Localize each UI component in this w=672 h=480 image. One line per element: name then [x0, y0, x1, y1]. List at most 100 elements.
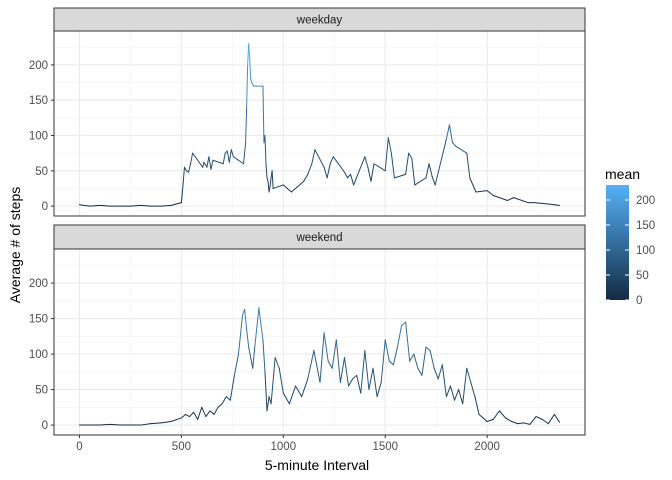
line-segment — [197, 406, 203, 420]
line-segment — [458, 389, 464, 405]
line-segment — [181, 166, 185, 193]
line-segment — [225, 396, 231, 401]
line-segment — [250, 78, 253, 84]
line-segment — [226, 150, 230, 163]
line-segment — [393, 173, 407, 179]
line-segment — [248, 43, 251, 59]
line-segment — [352, 374, 358, 380]
line-segment — [264, 371, 268, 412]
line-segment — [475, 190, 488, 193]
line-segment — [405, 152, 410, 175]
line-segment — [434, 138, 447, 186]
line-segment — [492, 195, 509, 201]
line-segment — [301, 378, 309, 398]
line-segment — [184, 413, 191, 418]
line-segment — [221, 396, 227, 405]
line-segment — [244, 308, 248, 330]
line-segment — [254, 307, 260, 348]
line-segment — [472, 184, 477, 193]
y-tick-label: 200 — [29, 278, 48, 290]
line-segment — [278, 367, 284, 394]
line-segment — [335, 339, 341, 383]
line-segment — [452, 142, 457, 147]
line-segment — [413, 353, 419, 369]
line-segment — [213, 406, 219, 415]
line-segment — [303, 173, 309, 182]
line-segment — [286, 187, 292, 193]
series-line-weekend — [78, 307, 561, 426]
line-segment — [290, 180, 305, 193]
line-segment — [343, 357, 350, 387]
line-segment — [246, 328, 250, 348]
x-tick-label: 1500 — [372, 441, 398, 453]
line-segment — [390, 152, 395, 179]
line-segment — [262, 339, 266, 373]
line-segment — [237, 314, 244, 355]
line-segment — [307, 163, 313, 175]
line-segment — [150, 422, 162, 425]
line-segment — [445, 385, 451, 398]
line-segment — [482, 417, 488, 423]
line-segment — [373, 163, 386, 172]
x-tick-label: 0 — [76, 441, 82, 453]
y-tick-label: 0 — [42, 420, 48, 432]
line-segment — [455, 145, 468, 154]
line-segment — [99, 204, 111, 207]
line-segment — [445, 124, 450, 140]
line-segment — [388, 360, 394, 366]
x-tick-label: 500 — [172, 441, 191, 453]
line-segment — [449, 385, 456, 401]
line-segment — [408, 152, 413, 159]
line-segment — [307, 350, 315, 380]
line-segment — [170, 417, 182, 423]
panel-weekday: weekday — [53, 7, 586, 217]
line-segment — [425, 346, 431, 352]
line-segment — [523, 422, 531, 425]
line-segment — [360, 350, 366, 394]
line-segment — [129, 204, 142, 207]
y-tick-label: 150 — [29, 95, 48, 107]
line-segment — [547, 203, 555, 206]
line-segment — [193, 411, 199, 420]
line-segment — [492, 410, 500, 420]
line-segment — [245, 106, 248, 144]
line-segment — [222, 152, 226, 165]
line-segment — [109, 423, 121, 426]
line-segment — [486, 190, 494, 197]
line-segment — [272, 184, 284, 189]
line-segment — [474, 396, 480, 415]
panel-weekend: weekend — [53, 224, 586, 436]
line-segment — [478, 413, 484, 419]
line-segment — [282, 392, 290, 405]
line-segment — [323, 332, 329, 362]
line-segment — [387, 137, 392, 154]
line-segment — [252, 346, 256, 369]
line-segment — [553, 204, 561, 206]
y-axis-title: Average # of steps — [7, 187, 23, 303]
line-segment — [533, 202, 549, 205]
line-segment — [380, 339, 386, 383]
color-legend: mean 0 50 100 150 200 — [605, 166, 655, 307]
line-segment — [364, 350, 370, 391]
line-segment — [274, 357, 280, 369]
line-segment — [486, 418, 494, 423]
line-segment — [541, 418, 549, 425]
line-segment — [265, 163, 268, 179]
line-segment — [189, 411, 195, 418]
line-segment — [268, 185, 271, 193]
line-segment — [192, 152, 204, 168]
legend-tick-label: 150 — [636, 220, 655, 232]
line-segment — [160, 204, 172, 207]
line-segment — [319, 332, 325, 383]
line-segment — [392, 346, 398, 366]
line-segment — [425, 163, 430, 179]
line-segment — [469, 177, 474, 186]
line-segment — [405, 321, 411, 362]
line-segment — [517, 422, 525, 425]
line-segment — [264, 135, 267, 165]
line-segment — [511, 421, 519, 425]
line-segment — [466, 367, 472, 383]
line-segment — [266, 396, 270, 412]
line-segment — [327, 360, 333, 369]
